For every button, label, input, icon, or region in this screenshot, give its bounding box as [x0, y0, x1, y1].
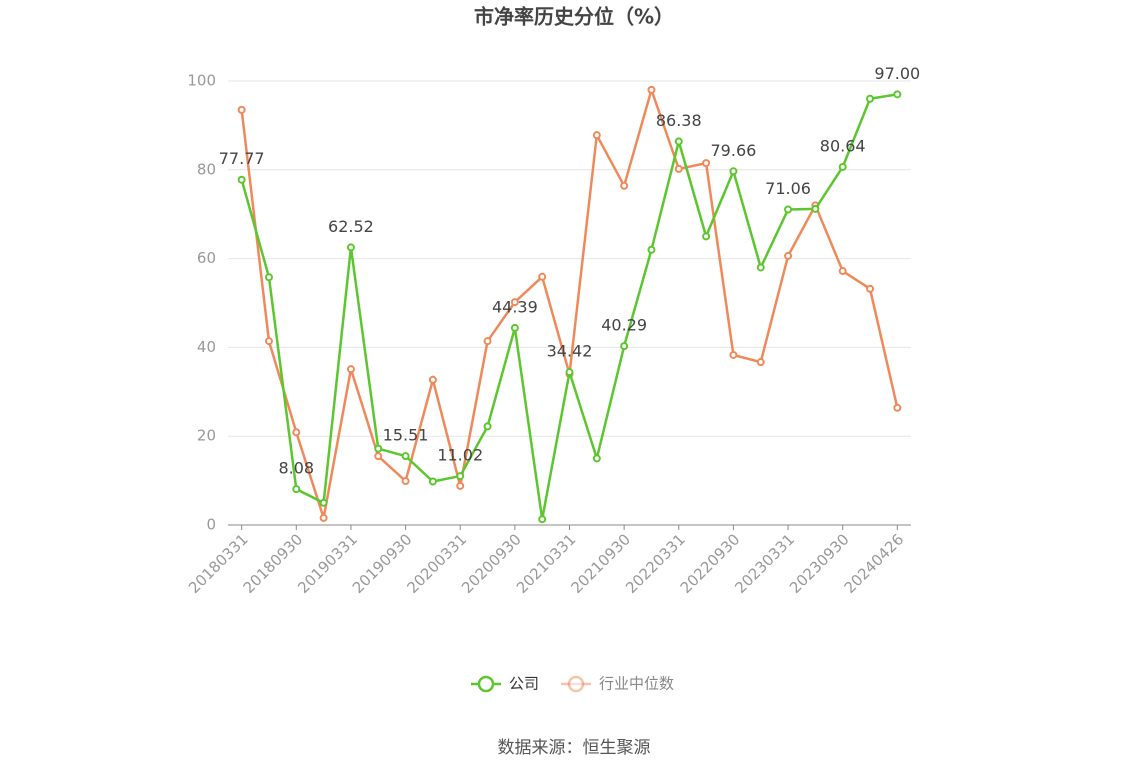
- data-label: 79.66: [711, 141, 757, 160]
- data-label: 8.08: [278, 459, 314, 478]
- data-point: [674, 164, 683, 173]
- data-label: 86.38: [656, 111, 702, 130]
- data-point: [292, 428, 301, 437]
- data-point: [456, 472, 465, 481]
- data-point: [702, 232, 711, 241]
- legend-label: 公司: [509, 675, 539, 693]
- data-point: [565, 368, 574, 377]
- data-point: [811, 204, 820, 213]
- legend-marker: [567, 675, 585, 693]
- legend-label: 行业中位数: [599, 675, 674, 693]
- data-point: [729, 167, 738, 176]
- y-tick-label: 0: [206, 516, 216, 534]
- data-point: [893, 403, 902, 412]
- data-point: [866, 284, 875, 293]
- data-point: [483, 422, 492, 431]
- data-point: [538, 272, 547, 281]
- data-label: 80.64: [820, 136, 866, 155]
- x-tick-label: 20240426: [841, 530, 908, 597]
- y-tick-label: 80: [197, 160, 216, 178]
- y-tick-label: 20: [197, 427, 216, 445]
- data-point: [237, 175, 246, 184]
- y-tick-label: 100: [187, 72, 216, 90]
- data-point: [784, 205, 793, 214]
- data-point: [319, 513, 328, 522]
- data-point: [674, 137, 683, 146]
- data-point: [374, 444, 383, 453]
- data-point: [264, 273, 273, 282]
- data-label: 97.00: [874, 64, 920, 83]
- data-point: [538, 515, 547, 524]
- data-point: [401, 452, 410, 461]
- chart-title: 市净率历史分位（%）: [474, 5, 674, 29]
- data-point: [647, 85, 656, 94]
- data-point: [237, 105, 246, 114]
- data-point: [346, 365, 355, 374]
- data-label: 15.51: [383, 426, 429, 445]
- series-line: [240, 85, 899, 519]
- data-point: [647, 245, 656, 254]
- legend-marker: [477, 675, 495, 693]
- data-point: [866, 94, 875, 103]
- y-tick-label: 60: [197, 249, 216, 267]
- data-point: [428, 375, 437, 384]
- data-point: [346, 243, 355, 252]
- data-point: [483, 337, 492, 346]
- data-point: [264, 337, 273, 346]
- series-line: [240, 93, 898, 520]
- data-point: [893, 90, 902, 99]
- data-point: [729, 350, 738, 359]
- y-tick-label: 40: [197, 338, 216, 356]
- data-point: [510, 298, 519, 307]
- data-point: [319, 498, 328, 507]
- data-label: 40.29: [601, 316, 647, 335]
- data-label: 11.02: [437, 446, 483, 465]
- data-point: [756, 358, 765, 367]
- data-point: [401, 477, 410, 486]
- data-point: [428, 477, 437, 486]
- data-label: 71.06: [765, 179, 811, 198]
- data-point: [292, 485, 301, 494]
- data-label: 62.52: [328, 217, 374, 236]
- data-point: [510, 323, 519, 332]
- data-point: [620, 181, 629, 190]
- source-note: 数据来源：恒生聚源: [498, 738, 651, 758]
- data-point: [756, 263, 765, 272]
- data-label: 77.77: [219, 149, 265, 168]
- data-label: 34.42: [547, 342, 593, 361]
- data-point: [374, 452, 383, 461]
- data-point: [838, 162, 847, 171]
- data-point: [702, 159, 711, 168]
- data-label: 44.39: [492, 297, 538, 316]
- data-point: [592, 454, 601, 463]
- data-point: [592, 131, 601, 140]
- data-point: [784, 251, 793, 260]
- data-point: [620, 342, 629, 351]
- data-point: [456, 481, 465, 490]
- data-point: [838, 267, 847, 276]
